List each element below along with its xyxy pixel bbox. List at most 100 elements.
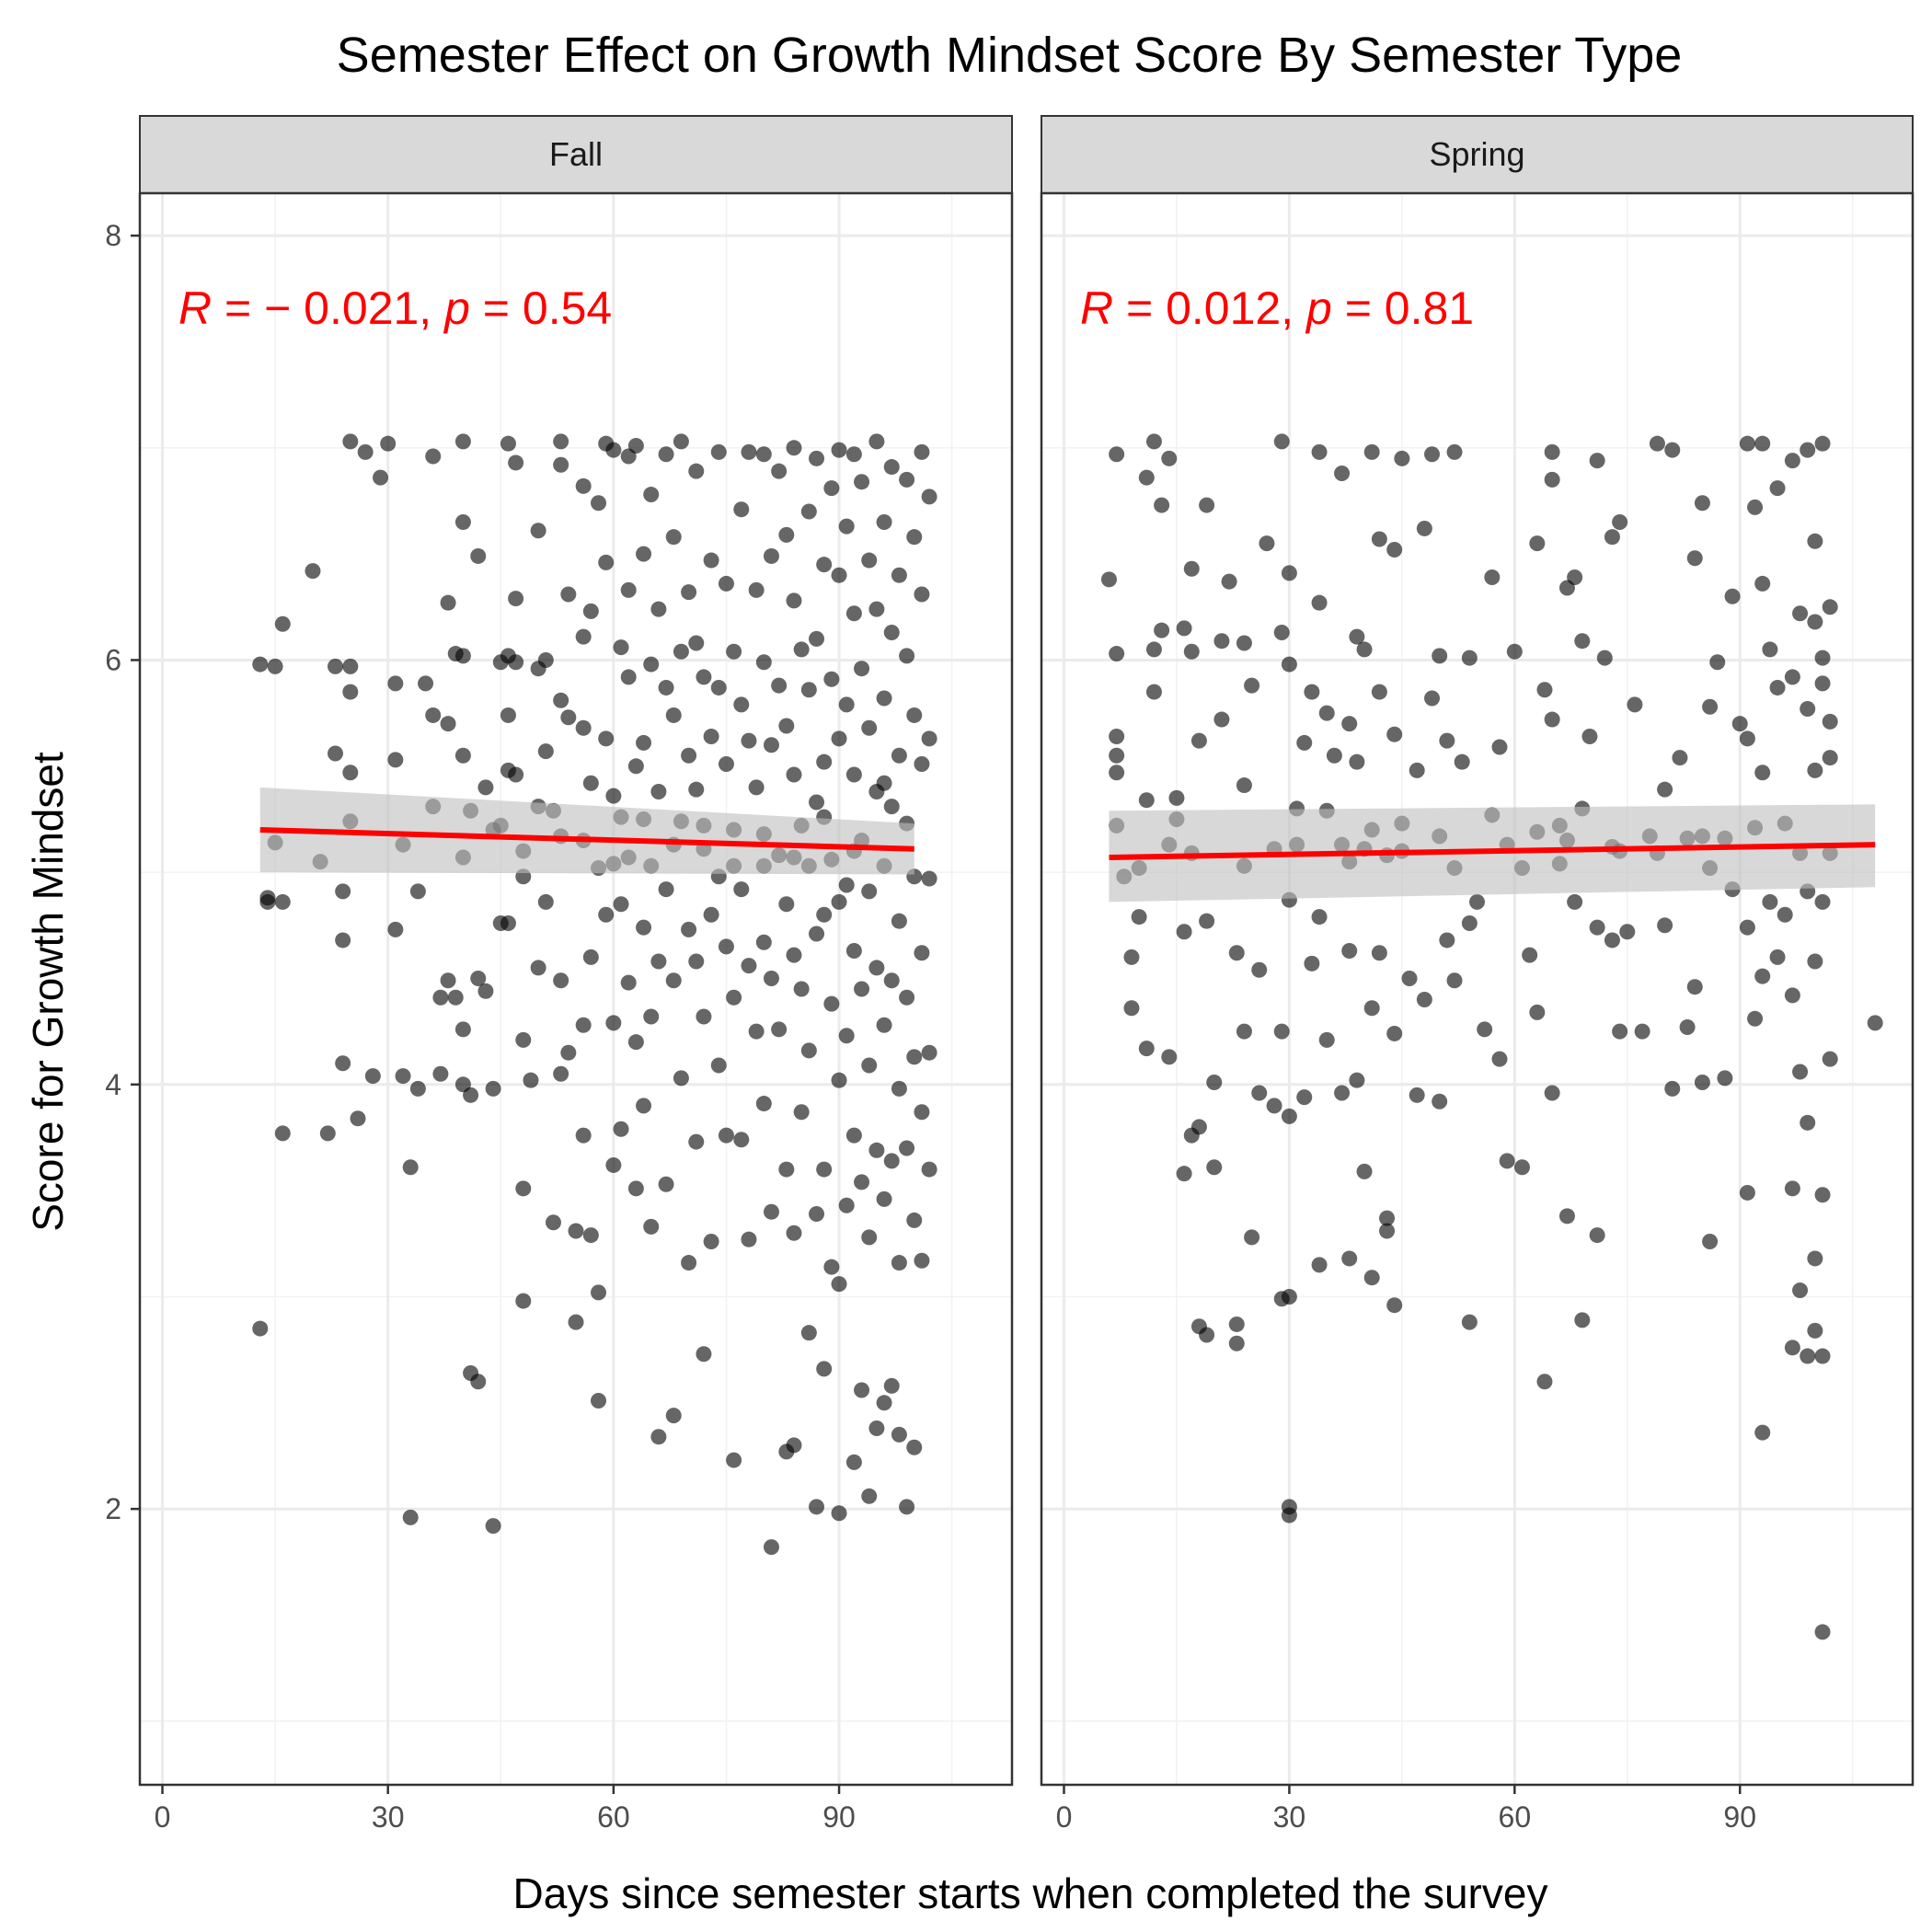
data-point [755,446,772,463]
data-point [831,1505,847,1522]
data-point [1664,1080,1681,1097]
data-point [1544,711,1560,728]
data-point [1454,753,1470,770]
data-point [733,696,750,713]
data-point [454,648,471,664]
data-point [1513,1159,1530,1176]
data-point [906,529,923,546]
data-point [1273,433,1290,450]
data-point [508,454,524,471]
data-point [515,1293,532,1309]
data-point [1672,750,1688,766]
data-point [1416,520,1432,536]
data-point [636,1098,652,1114]
data-point [1769,679,1786,696]
data-point [665,1408,682,1424]
data-point [703,552,719,569]
data-point [845,766,862,783]
data-point [1349,628,1365,645]
data-point [1822,1051,1838,1067]
data-point [876,1395,892,1411]
data-point [568,1223,584,1239]
r-value: = − 0.021, [212,282,444,334]
data-point [1416,992,1432,1008]
data-point [1567,569,1583,586]
data-point [1800,1114,1816,1131]
data-point [1168,789,1185,806]
data-point [831,893,847,910]
data-point [1251,961,1268,978]
data-point [598,554,615,570]
data-point [1341,1250,1358,1267]
data-point [1867,1015,1883,1031]
data-point [447,989,464,1006]
data-point [454,747,471,764]
data-point [402,1509,419,1525]
data-point [1461,650,1478,666]
data-point [342,765,359,781]
data-point [658,1176,674,1192]
data-point [1461,1314,1478,1330]
data-point [1221,573,1237,590]
data-point [387,921,404,937]
data-point [688,1133,705,1150]
data-point [899,648,915,664]
data-point [1304,955,1320,972]
regression-line [1109,842,1876,860]
data-point [1199,497,1215,513]
y-tick-label: 2 [105,1492,121,1525]
data-point [921,1044,937,1061]
data-point [553,692,569,708]
data-point [432,1065,449,1082]
data-point [1491,739,1508,755]
strip-background [139,115,1013,194]
data-point [854,474,870,490]
data-point [530,523,546,539]
panel-border [1040,191,1915,1787]
data-point [613,896,629,913]
data-point [485,1080,501,1097]
data-point [921,1161,937,1178]
data-point [1567,893,1583,910]
data-point [1544,1085,1560,1101]
data-point [1762,641,1778,658]
data-point [1439,932,1455,949]
r-symbol: R [178,282,212,334]
data-point [899,1140,915,1156]
data-point [575,1127,592,1144]
data-point [364,1068,381,1085]
data-point [861,1057,878,1074]
data-point [688,463,705,479]
data-point [1363,1270,1380,1286]
data-point [1131,909,1147,926]
data-point [1334,465,1351,481]
data-point [1311,594,1328,611]
data-point [1679,1019,1696,1036]
data-point [1536,682,1553,698]
data-point [854,981,870,997]
data-point [748,581,765,598]
data-point [838,877,855,893]
data-point [658,446,674,463]
data-point [1754,435,1771,452]
data-point [861,719,878,736]
data-point [342,684,359,700]
data-point [755,654,772,671]
data-point [1273,1023,1290,1040]
data-point [1123,1000,1140,1017]
data-point [823,671,840,687]
data-point [1814,435,1831,452]
data-point [620,974,637,991]
data-point [380,435,397,452]
data-point [733,501,750,518]
data-point [1311,443,1328,460]
data-point [335,932,351,949]
data-point [710,679,727,696]
data-point [636,919,652,936]
data-point [1649,435,1665,452]
data-point [1739,1184,1755,1201]
data-point [914,1252,930,1269]
data-point [883,1377,900,1394]
data-point [1161,450,1178,466]
